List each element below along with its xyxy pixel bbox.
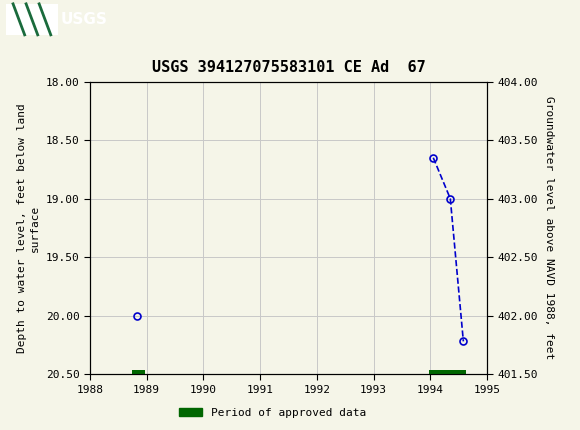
Legend: Period of approved data: Period of approved data [175, 403, 370, 422]
Bar [6, 4, 58, 35]
Y-axis label: Groundwater level above NAVD 1988, feet: Groundwater level above NAVD 1988, feet [543, 96, 554, 359]
Title: USGS 394127075583101 CE Ad  67: USGS 394127075583101 CE Ad 67 [152, 60, 425, 75]
Text: USGS: USGS [61, 12, 108, 27]
Y-axis label: Depth to water level, feet below land
surface: Depth to water level, feet below land su… [17, 103, 40, 353]
